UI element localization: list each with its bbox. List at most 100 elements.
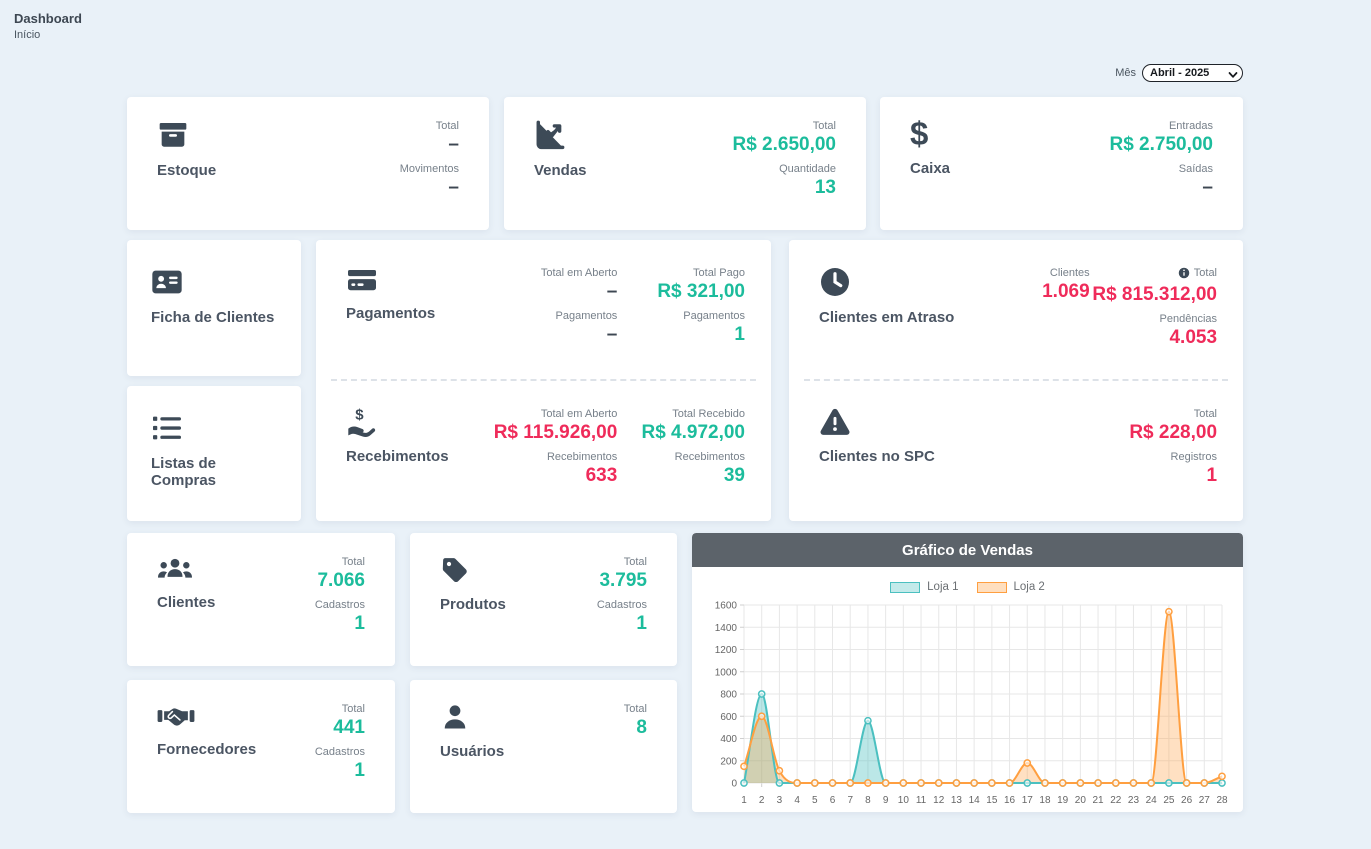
stat-value: – bbox=[448, 134, 459, 155]
recebimentos-section: $ Recebimentos Total em Aberto R$ 115.92… bbox=[316, 381, 771, 520]
chart-legend: Loja 1 Loja 2 bbox=[704, 581, 1231, 593]
stat-value: 1 bbox=[354, 613, 365, 634]
card-title: Fornecedores bbox=[157, 741, 257, 758]
stat-value: 1 bbox=[636, 613, 647, 634]
stat-label: Total bbox=[623, 556, 647, 568]
stat-label: Pendências bbox=[1159, 313, 1218, 325]
card-atraso-spc[interactable]: Clientes em Atraso Clientes 1.069 Total … bbox=[789, 240, 1243, 521]
stat-label: Total bbox=[623, 703, 647, 715]
users-icon bbox=[157, 555, 215, 583]
svg-text:11: 11 bbox=[916, 795, 927, 806]
box-icon bbox=[157, 119, 216, 151]
stat-value: – bbox=[448, 177, 459, 198]
credit-card-icon bbox=[346, 266, 490, 294]
card-title: Usuários bbox=[440, 743, 505, 760]
dollar-icon: $ bbox=[910, 115, 929, 152]
chart-title: Gráfico de Vendas bbox=[692, 533, 1243, 567]
stat-value: – bbox=[1202, 177, 1213, 198]
stat-label: Pagamentos bbox=[683, 310, 745, 322]
svg-text:3: 3 bbox=[777, 795, 783, 806]
stat-value: 4.053 bbox=[1169, 327, 1218, 348]
stat-label: Total Recebido bbox=[672, 408, 745, 420]
stat-label: Quantidade bbox=[779, 163, 836, 175]
svg-text:16: 16 bbox=[1004, 795, 1016, 806]
stat-label: Cadastros bbox=[314, 746, 365, 758]
svg-text:27: 27 bbox=[1199, 795, 1211, 806]
svg-text:1200: 1200 bbox=[715, 645, 738, 656]
svg-text:22: 22 bbox=[1110, 795, 1122, 806]
list-icon bbox=[151, 414, 277, 442]
stat-value: 3.795 bbox=[599, 570, 647, 591]
svg-text:28: 28 bbox=[1216, 795, 1228, 806]
warning-triangle-icon bbox=[819, 407, 962, 437]
svg-text:600: 600 bbox=[720, 712, 737, 723]
card-title: Pagamentos bbox=[346, 305, 436, 322]
legend-item-loja1[interactable]: Loja 1 bbox=[890, 581, 959, 593]
stat-value: 1 bbox=[354, 760, 365, 781]
svg-text:1000: 1000 bbox=[715, 667, 738, 678]
page-title: Dashboard bbox=[14, 11, 82, 26]
card-title: Listas de Compras bbox=[151, 455, 217, 489]
tag-icon bbox=[440, 555, 506, 585]
svg-text:13: 13 bbox=[951, 795, 963, 806]
svg-text:7: 7 bbox=[847, 795, 853, 806]
card-usuarios[interactable]: Usuários Total 8 bbox=[410, 680, 677, 813]
stat-label: Total bbox=[1090, 266, 1217, 283]
card-caixa[interactable]: $ Caixa Entradas R$ 2.750,00 Saídas – bbox=[880, 97, 1243, 230]
svg-text:0: 0 bbox=[731, 779, 737, 790]
svg-text:24: 24 bbox=[1146, 795, 1158, 806]
clientes-em-atraso-section: Clientes em Atraso Clientes 1.069 Total … bbox=[789, 240, 1243, 379]
stat-value: R$ 228,00 bbox=[1129, 422, 1218, 443]
svg-text:20: 20 bbox=[1075, 795, 1087, 806]
chart-line-icon bbox=[534, 119, 587, 151]
month-select[interactable]: Abril - 2025 bbox=[1142, 64, 1243, 82]
stat-value: R$ 321,00 bbox=[657, 281, 745, 302]
legend-label: Loja 1 bbox=[927, 581, 959, 593]
card-clientes[interactable]: Clientes Total 7.066 Cadastros 1 bbox=[127, 533, 395, 666]
svg-text:14: 14 bbox=[969, 795, 981, 806]
card-title: Vendas bbox=[534, 162, 587, 179]
svg-text:$: $ bbox=[355, 407, 364, 423]
stat-value: 13 bbox=[814, 177, 836, 198]
info-icon[interactable] bbox=[1178, 267, 1190, 283]
card-vendas[interactable]: Vendas Total R$ 2.650,00 Quantidade 13 bbox=[504, 97, 866, 230]
svg-text:1400: 1400 bbox=[715, 623, 738, 634]
legend-label: Loja 2 bbox=[1013, 581, 1045, 593]
card-fornecedores[interactable]: Fornecedores Total 441 Cadastros 1 bbox=[127, 680, 395, 813]
card-title: Caixa bbox=[910, 160, 951, 177]
stat-value: 1.069 bbox=[1042, 281, 1090, 302]
stat-label: Recebimentos bbox=[546, 451, 618, 463]
clock-icon bbox=[819, 266, 962, 298]
stat-value: R$ 115.926,00 bbox=[493, 422, 618, 443]
stat-value: 1 bbox=[734, 324, 745, 345]
stat-value: 8 bbox=[636, 717, 647, 738]
svg-text:1600: 1600 bbox=[715, 601, 738, 612]
card-ficha-de-clientes[interactable]: Ficha de Clientes bbox=[127, 240, 301, 376]
card-listas-de-compras[interactable]: Listas de Compras bbox=[127, 386, 301, 521]
svg-text:1: 1 bbox=[741, 795, 747, 806]
stat-value: 441 bbox=[333, 717, 365, 738]
stat-label: Total bbox=[1193, 408, 1218, 420]
card-produtos[interactable]: Produtos Total 3.795 Cadastros 1 bbox=[410, 533, 677, 666]
stat-label: Total bbox=[812, 120, 836, 132]
svg-text:21: 21 bbox=[1093, 795, 1105, 806]
stat-label: Entradas bbox=[1168, 120, 1213, 132]
stat-value: R$ 2.750,00 bbox=[1109, 134, 1213, 155]
stat-label: Total em Aberto bbox=[540, 267, 618, 279]
legend-item-loja2[interactable]: Loja 2 bbox=[976, 581, 1045, 593]
card-title: Recebimentos bbox=[346, 448, 449, 465]
card-pagamentos-recebimentos[interactable]: Pagamentos Total em Aberto – Pagamentos … bbox=[316, 240, 771, 521]
stat-label: Total bbox=[341, 703, 365, 715]
dashed-divider bbox=[331, 379, 756, 381]
svg-text:17: 17 bbox=[1022, 795, 1034, 806]
svg-text:6: 6 bbox=[830, 795, 836, 806]
card-title: Ficha de Clientes bbox=[151, 309, 275, 326]
card-title: Estoque bbox=[157, 162, 217, 179]
svg-text:26: 26 bbox=[1181, 795, 1193, 806]
card-estoque[interactable]: Estoque Total – Movimentos – bbox=[127, 97, 489, 230]
svg-text:8: 8 bbox=[865, 795, 871, 806]
card-title: Produtos bbox=[440, 596, 506, 613]
stat-label: Clientes bbox=[1049, 267, 1090, 279]
